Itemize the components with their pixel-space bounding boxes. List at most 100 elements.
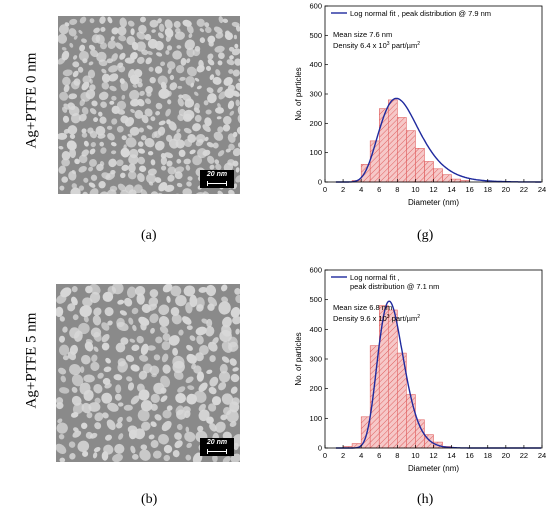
sem-particle (94, 397, 101, 404)
sem-particle (165, 50, 170, 55)
sem-particle (230, 386, 238, 394)
sem-particle (215, 69, 221, 76)
sem-particle (127, 171, 137, 180)
sem-particle (92, 315, 102, 326)
sem-particle (92, 452, 98, 459)
sem-particle (130, 109, 135, 113)
sem-particle (205, 284, 217, 297)
sem-particle (164, 19, 173, 30)
sem-particle (186, 24, 194, 34)
sem-particle (204, 117, 212, 127)
sem-particle (160, 387, 167, 394)
sem-particle (108, 65, 119, 73)
sem-particle (147, 150, 154, 156)
sem-particle (73, 330, 83, 342)
sem-particle (169, 74, 175, 81)
sem-particle (234, 58, 240, 66)
y-tick-label: 0 (318, 178, 322, 187)
sem-particle (128, 163, 136, 173)
sem-particle (82, 450, 89, 457)
sem-particle (225, 148, 231, 153)
sem-particle (89, 291, 101, 304)
sem-particle (209, 422, 217, 432)
sem-particle (57, 418, 63, 424)
sem-particle (177, 97, 184, 107)
sem-particle (107, 320, 113, 326)
sem-particle (154, 177, 162, 183)
sem-particle (58, 24, 69, 35)
sem-particle (82, 297, 93, 307)
sem-particle (207, 341, 218, 352)
sem-particle (195, 326, 207, 336)
sem-particle (154, 140, 165, 151)
sem-particle (158, 304, 170, 316)
x-tick-label: 0 (323, 185, 327, 194)
sem-particle (232, 131, 238, 138)
sem-particle (62, 326, 68, 333)
sem-particle (59, 387, 70, 394)
sem-particle (178, 149, 186, 157)
sem-particle (117, 299, 125, 305)
sem-particle (150, 439, 159, 449)
sem-particle (232, 316, 240, 325)
sem-particle (72, 70, 79, 78)
sem-particle (207, 155, 215, 164)
sem-particle (130, 51, 138, 60)
sem-particle (77, 66, 84, 73)
sem-particle (104, 307, 114, 317)
sem-particle (215, 32, 224, 39)
sem-particle (228, 189, 235, 194)
sem-particle (81, 38, 87, 43)
sem-particle (124, 116, 135, 127)
sem-particle (218, 16, 224, 24)
sem-particle (71, 374, 84, 387)
histogram-bar (388, 309, 398, 449)
y-tick-label: 300 (309, 355, 322, 364)
sem-particle (160, 156, 168, 166)
sem-particle (86, 412, 93, 419)
sem-particle (119, 310, 127, 316)
sem-particle (101, 342, 110, 351)
x-tick-label: 2 (341, 451, 345, 460)
sem-particle (56, 402, 64, 410)
sem-particle (63, 84, 70, 93)
sem-particle (79, 99, 86, 107)
y-axis-label: No. of particles (294, 67, 303, 120)
sem-particle (205, 109, 212, 115)
y-tick-label: 200 (309, 119, 322, 128)
sem-particle (169, 82, 178, 91)
sem-particle (175, 392, 186, 404)
sem-particle (66, 140, 77, 151)
sem-particle (192, 155, 203, 166)
sem-particle (69, 364, 81, 376)
sem-particle (94, 412, 104, 422)
sem-particle (90, 361, 100, 372)
sem-particle (74, 158, 80, 165)
sem-particle (163, 444, 173, 454)
sem-particle (221, 296, 229, 303)
sem-particle (196, 18, 205, 27)
sem-particle (56, 306, 64, 318)
x-tick-label: 10 (411, 451, 419, 460)
sem-particle (196, 85, 202, 90)
sem-particle (218, 382, 227, 391)
sem-particle (126, 416, 133, 423)
sem-particle (221, 393, 234, 405)
sem-particle (117, 361, 128, 373)
sem-particle (176, 158, 182, 164)
sem-particle (231, 48, 240, 56)
sem-particle (141, 49, 149, 56)
sem-particle (151, 373, 157, 378)
sem-particle (147, 303, 158, 311)
sem-particle (83, 177, 89, 183)
sem-particle (93, 27, 100, 34)
sem-particle (162, 364, 171, 374)
sem-particle (70, 296, 78, 306)
sem-particle (83, 315, 89, 323)
sem-particle (186, 353, 197, 364)
sem-particle (58, 344, 70, 356)
sem-particle (177, 113, 185, 122)
sem-particle (223, 76, 233, 86)
sem-particle (116, 321, 129, 332)
sem-particle (85, 89, 96, 100)
